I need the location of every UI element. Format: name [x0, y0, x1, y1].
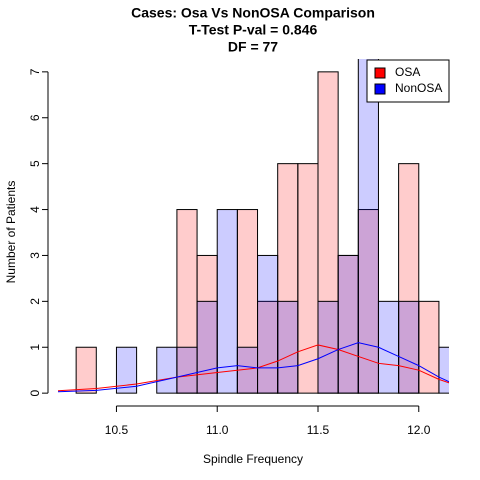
legend-swatch — [374, 67, 386, 79]
legend-label: OSA — [395, 65, 420, 79]
bar — [418, 300, 440, 394]
bar — [438, 346, 449, 394]
y-tick-label: 0 — [28, 389, 42, 396]
plot-area — [58, 59, 449, 394]
y-tick-label: 3 — [28, 252, 42, 259]
bar — [337, 254, 359, 394]
bar — [377, 300, 400, 394]
legend-label: NonOSA — [395, 81, 442, 95]
x-tick-label: 11.5 — [307, 423, 330, 437]
bar — [196, 300, 218, 394]
bar — [357, 59, 379, 394]
y-tick-label: 1 — [28, 344, 42, 351]
y-tick-label: 4 — [28, 206, 42, 213]
bar — [277, 300, 299, 394]
bar — [115, 346, 138, 394]
chart-title: Cases: Osa Vs NonOSA Comparison — [131, 5, 375, 21]
x-tick-label: 10.5 — [105, 423, 129, 437]
y-tick-label: 7 — [28, 68, 42, 75]
y-axis-label: Number of Patients — [4, 181, 18, 284]
bar — [257, 254, 279, 394]
legend-swatch — [374, 83, 386, 95]
x-tick-label: 11.0 — [206, 423, 229, 437]
y-tick-label: 2 — [28, 298, 42, 305]
bar — [176, 346, 198, 394]
y-tick-label: 5 — [28, 160, 42, 167]
bar — [156, 346, 178, 394]
chart-subtitle: T-Test P-val = 0.846 — [189, 22, 318, 38]
density-line — [58, 344, 449, 392]
chart-subtitle: DF = 77 — [228, 39, 278, 55]
density-line — [58, 342, 449, 393]
bar — [216, 209, 238, 394]
bar — [297, 163, 319, 394]
bar — [398, 300, 420, 394]
x-tick-label: 12.0 — [407, 423, 431, 437]
bar — [75, 346, 97, 394]
y-tick-label: 6 — [28, 114, 42, 121]
x-axis-label: Spindle Frequency — [203, 452, 303, 466]
legend-box — [366, 59, 450, 103]
